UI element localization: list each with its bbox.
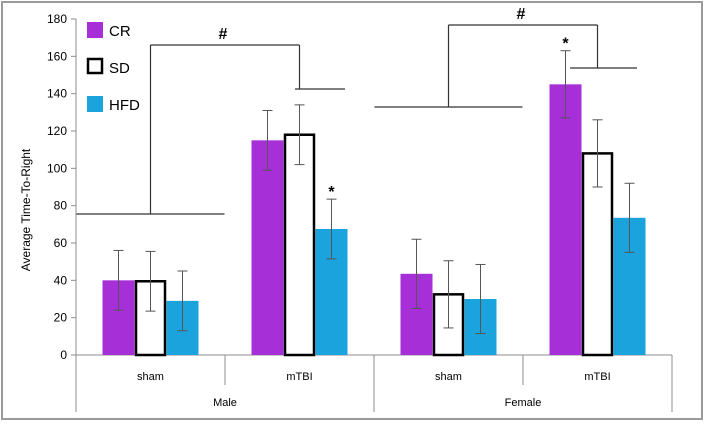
legend-label-sd: SD: [109, 60, 130, 77]
y-tick-label: 0: [60, 348, 67, 362]
x-group-label: Female: [505, 397, 542, 409]
labels: 0 20 40 60 80 100 120 140 160 180 sham mTBI sham mTBI…: [47, 6, 611, 409]
y-tick-label: 180: [47, 12, 67, 26]
y-tick-label: 120: [47, 124, 67, 138]
legend-swatch-hfd: [87, 96, 103, 112]
y-tick-label: 100: [47, 161, 67, 175]
significance-star: *: [328, 184, 335, 201]
y-tick-label: 40: [54, 273, 68, 287]
bar-sd: [283, 133, 316, 357]
y-tick-label: 60: [54, 236, 68, 250]
y-tick-label: 80: [54, 199, 68, 213]
significance-hash: #: [219, 26, 228, 43]
y-tick-label: 160: [47, 49, 67, 63]
x-category-label: sham: [137, 371, 164, 383]
x-group-label: Male: [213, 397, 237, 409]
legend: CR SD HFD: [86, 22, 140, 114]
x-category-label: mTBI: [584, 371, 610, 383]
significance-hash: #: [517, 6, 526, 23]
y-axis-label: Average Time-To-Right: [19, 148, 33, 271]
x-category-label: mTBI: [286, 371, 312, 383]
bar-cr: [251, 140, 284, 355]
legend-swatch-cr: [87, 22, 103, 38]
legend-swatch-sd: [86, 57, 104, 75]
legend-label-hfd: HFD: [109, 97, 140, 114]
bars: [102, 84, 646, 357]
significance-brackets: [76, 24, 637, 215]
significance-star: *: [562, 36, 569, 53]
bar-cr: [549, 84, 582, 355]
legend-label-cr: CR: [109, 23, 131, 40]
y-tick-label: 140: [47, 87, 67, 101]
y-tick-label: 20: [54, 311, 68, 325]
x-category-label: sham: [435, 371, 462, 383]
error-bars: [113, 50, 635, 335]
